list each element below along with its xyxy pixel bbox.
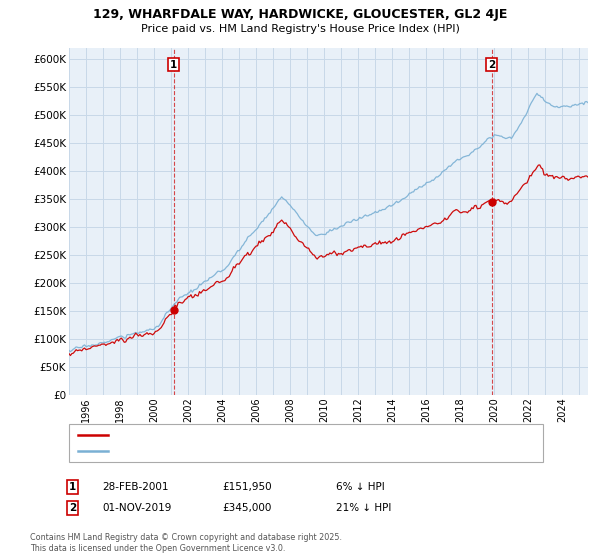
Text: 129, WHARFDALE WAY, HARDWICKE, GLOUCESTER, GL2 4JE: 129, WHARFDALE WAY, HARDWICKE, GLOUCESTE… (93, 8, 507, 21)
Text: 1: 1 (170, 60, 177, 70)
Text: 28-FEB-2001: 28-FEB-2001 (102, 482, 169, 492)
Text: 2: 2 (69, 503, 76, 513)
Text: 6% ↓ HPI: 6% ↓ HPI (336, 482, 385, 492)
Text: Contains HM Land Registry data © Crown copyright and database right 2025.
This d: Contains HM Land Registry data © Crown c… (30, 533, 342, 553)
Text: 129, WHARFDALE WAY, HARDWICKE, GLOUCESTER, GL2 4JE (detached house): 129, WHARFDALE WAY, HARDWICKE, GLOUCESTE… (113, 430, 494, 440)
Text: 21% ↓ HPI: 21% ↓ HPI (336, 503, 391, 513)
Text: 1: 1 (69, 482, 76, 492)
Text: 2: 2 (488, 60, 495, 70)
Text: 01-NOV-2019: 01-NOV-2019 (102, 503, 172, 513)
Text: £151,950: £151,950 (222, 482, 272, 492)
Text: £345,000: £345,000 (222, 503, 271, 513)
Text: HPI: Average price, detached house, Stroud: HPI: Average price, detached house, Stro… (113, 446, 326, 456)
Text: Price paid vs. HM Land Registry's House Price Index (HPI): Price paid vs. HM Land Registry's House … (140, 24, 460, 34)
